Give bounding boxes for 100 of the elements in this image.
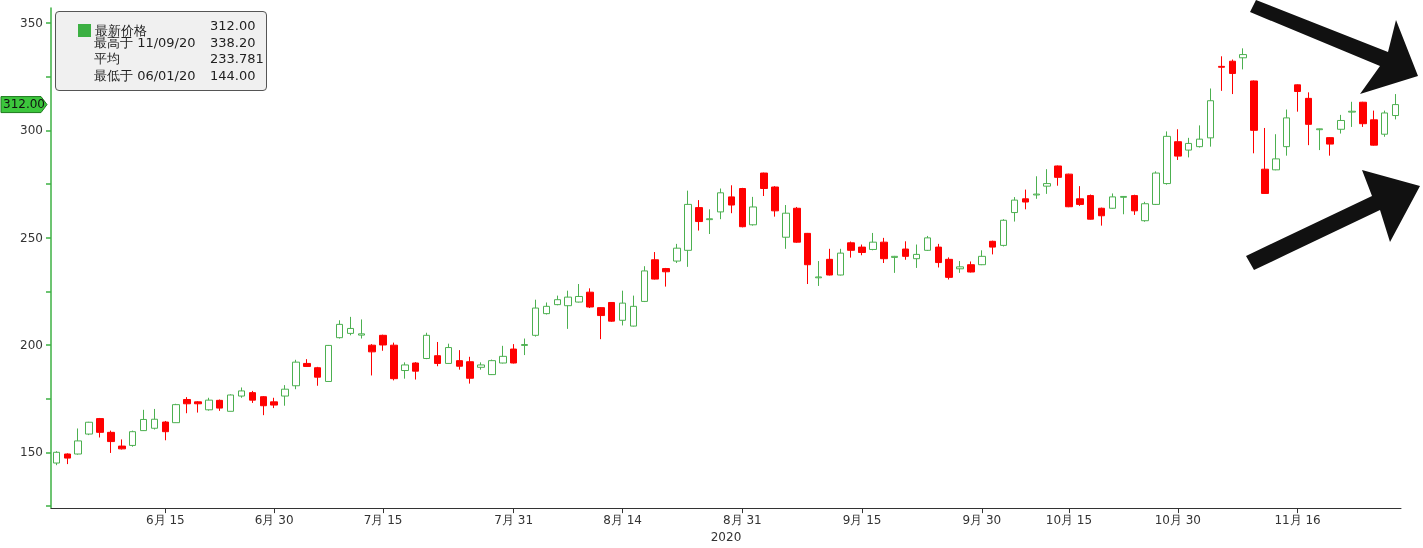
candlestick bbox=[379, 334, 387, 352]
candlestick bbox=[74, 427, 82, 456]
candlestick bbox=[488, 359, 496, 376]
candlestick bbox=[880, 237, 888, 264]
candlestick bbox=[249, 390, 256, 404]
candlestick bbox=[1174, 128, 1182, 161]
candlestick bbox=[1065, 173, 1073, 208]
candlestick bbox=[1381, 110, 1388, 138]
annotation: 233.781 bbox=[210, 51, 264, 66]
candlestick bbox=[1272, 133, 1280, 171]
candlestick bbox=[1087, 194, 1094, 221]
annotation: 338.20 bbox=[210, 34, 256, 50]
candlestick bbox=[53, 450, 60, 466]
candlestick bbox=[1196, 124, 1203, 149]
candlestick bbox=[238, 386, 245, 399]
x-tick-label: 8月 14 bbox=[603, 513, 642, 528]
candlestick bbox=[162, 420, 169, 441]
candlestick bbox=[85, 421, 93, 436]
candlestick bbox=[749, 196, 757, 227]
candlestick bbox=[597, 306, 605, 340]
candlestick bbox=[434, 341, 441, 367]
candlestick bbox=[1207, 87, 1214, 148]
candlestick bbox=[227, 393, 234, 412]
candlestick bbox=[586, 287, 594, 309]
candlestick bbox=[662, 267, 670, 288]
candlestick bbox=[1337, 114, 1345, 135]
candlestick bbox=[564, 290, 572, 330]
x-axis-title: 2020 bbox=[710, 530, 742, 544]
candlestick bbox=[1370, 110, 1378, 147]
candlestick bbox=[858, 244, 866, 256]
candlestick bbox=[641, 265, 648, 303]
candlestick bbox=[281, 384, 289, 407]
candlestick bbox=[945, 256, 953, 281]
candlestick bbox=[129, 430, 136, 448]
x-tick-label: 9月 30 bbox=[962, 513, 1002, 528]
candlestick bbox=[869, 232, 877, 251]
candlestick bbox=[292, 359, 300, 390]
candlestick bbox=[1163, 130, 1171, 186]
annotation: 144.00 bbox=[210, 67, 256, 83]
candlestick bbox=[913, 244, 920, 269]
candlestick bbox=[554, 295, 561, 306]
candlestick bbox=[1098, 207, 1105, 227]
candlestick bbox=[989, 240, 996, 255]
candlestick bbox=[358, 318, 365, 340]
candlestick bbox=[651, 251, 659, 281]
candlestick bbox=[1392, 93, 1399, 120]
x-tick-label: 9月 15 bbox=[842, 513, 882, 528]
candlestick bbox=[1316, 128, 1323, 151]
y-tick-label: 200 bbox=[20, 337, 43, 352]
candlestick bbox=[837, 248, 844, 276]
candlestick bbox=[260, 395, 267, 416]
candlestick bbox=[1120, 195, 1127, 215]
candlestick bbox=[1283, 109, 1290, 157]
candlestick bbox=[183, 396, 191, 414]
candlestick bbox=[325, 344, 332, 382]
candlestick bbox=[1141, 201, 1149, 223]
annotation: 最低于 06/01/20 bbox=[94, 67, 196, 83]
annotation: 312.00 bbox=[210, 18, 256, 33]
candlestick bbox=[978, 249, 986, 266]
text: 312.00 bbox=[3, 96, 45, 111]
candlestick bbox=[793, 206, 801, 244]
candlestick bbox=[1131, 194, 1138, 216]
candlestick bbox=[521, 338, 528, 356]
candlestick bbox=[902, 240, 909, 261]
candlestick bbox=[575, 283, 583, 303]
candlestick bbox=[1218, 55, 1225, 92]
candlestick bbox=[543, 301, 550, 315]
candlestick bbox=[347, 316, 354, 336]
candlestick bbox=[1000, 218, 1007, 247]
candlestick bbox=[1261, 127, 1269, 195]
candlestick bbox=[967, 260, 975, 273]
candlestick bbox=[1022, 189, 1029, 210]
candlestick bbox=[1033, 175, 1040, 200]
y-tick-label: 300 bbox=[20, 123, 43, 138]
candlestick bbox=[532, 299, 539, 338]
candlestick bbox=[456, 349, 463, 371]
y-tick-label: 350 bbox=[20, 16, 43, 31]
x-tick-label: 6月 15 bbox=[145, 513, 185, 528]
candlestick bbox=[107, 430, 115, 454]
y-tick-label: 250 bbox=[20, 230, 43, 245]
candlestick bbox=[172, 403, 180, 424]
candlestick bbox=[1239, 47, 1247, 70]
candlestick bbox=[368, 343, 376, 376]
candlestick bbox=[314, 366, 321, 387]
candlestick bbox=[205, 397, 213, 412]
y-tick-label: 150 bbox=[20, 445, 43, 460]
candlestick bbox=[510, 343, 517, 364]
candlestick bbox=[673, 243, 681, 264]
candlestick bbox=[804, 232, 811, 285]
candlestick bbox=[1076, 185, 1084, 207]
candlestick bbox=[891, 255, 898, 274]
candlestick bbox=[1250, 80, 1258, 154]
candlestick bbox=[1054, 165, 1062, 187]
candlestick bbox=[684, 190, 692, 268]
x-tick-label: 7月 31 bbox=[494, 513, 534, 528]
candlestick bbox=[194, 400, 202, 414]
candlestick bbox=[445, 343, 452, 365]
candlestick bbox=[390, 342, 398, 381]
candlestick bbox=[1294, 83, 1301, 113]
candlestick bbox=[728, 184, 735, 214]
